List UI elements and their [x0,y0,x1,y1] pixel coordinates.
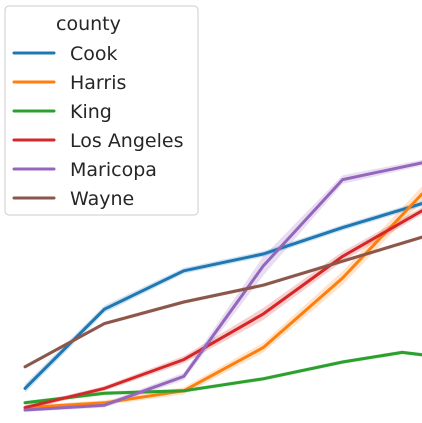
confidence-band-harris [25,186,422,410]
legend-title: county [56,13,121,35]
confidence-band-cook [25,200,422,393]
legend-label-king: King [70,101,112,123]
legend-label-los-angeles: Los Angeles [70,130,183,152]
series-line-los-angeles [23,209,422,410]
legend-label-maricopa: Maricopa [70,159,157,181]
series-line-maricopa [23,161,422,412]
legend-frame [4,5,199,216]
legend-label-wayne: Wayne [70,188,134,210]
legend-item-cook: Cook [12,43,118,65]
legend-item-maricopa: Maricopa [12,159,157,181]
plot-area [23,159,422,412]
legend-item-king: King [12,101,112,123]
confidence-band-los-angeles [25,207,422,410]
legend-label-harris: Harris [70,72,126,94]
legend-item-harris: Harris [12,72,126,94]
legend-label-cook: Cook [70,43,118,65]
legend-items: Cook Harris King Los Angeles Maricopa Wayne [12,43,183,210]
series-line-harris [23,192,422,410]
series-line-wayne [23,235,422,369]
series-line-cook [23,202,422,390]
legend: county Cook Harris King Los Angeles Maricopa… [4,5,199,216]
series-line-king [23,350,422,405]
legend-item-los-angeles: Los Angeles [12,130,183,152]
legend-item-wayne: Wayne [12,188,134,210]
